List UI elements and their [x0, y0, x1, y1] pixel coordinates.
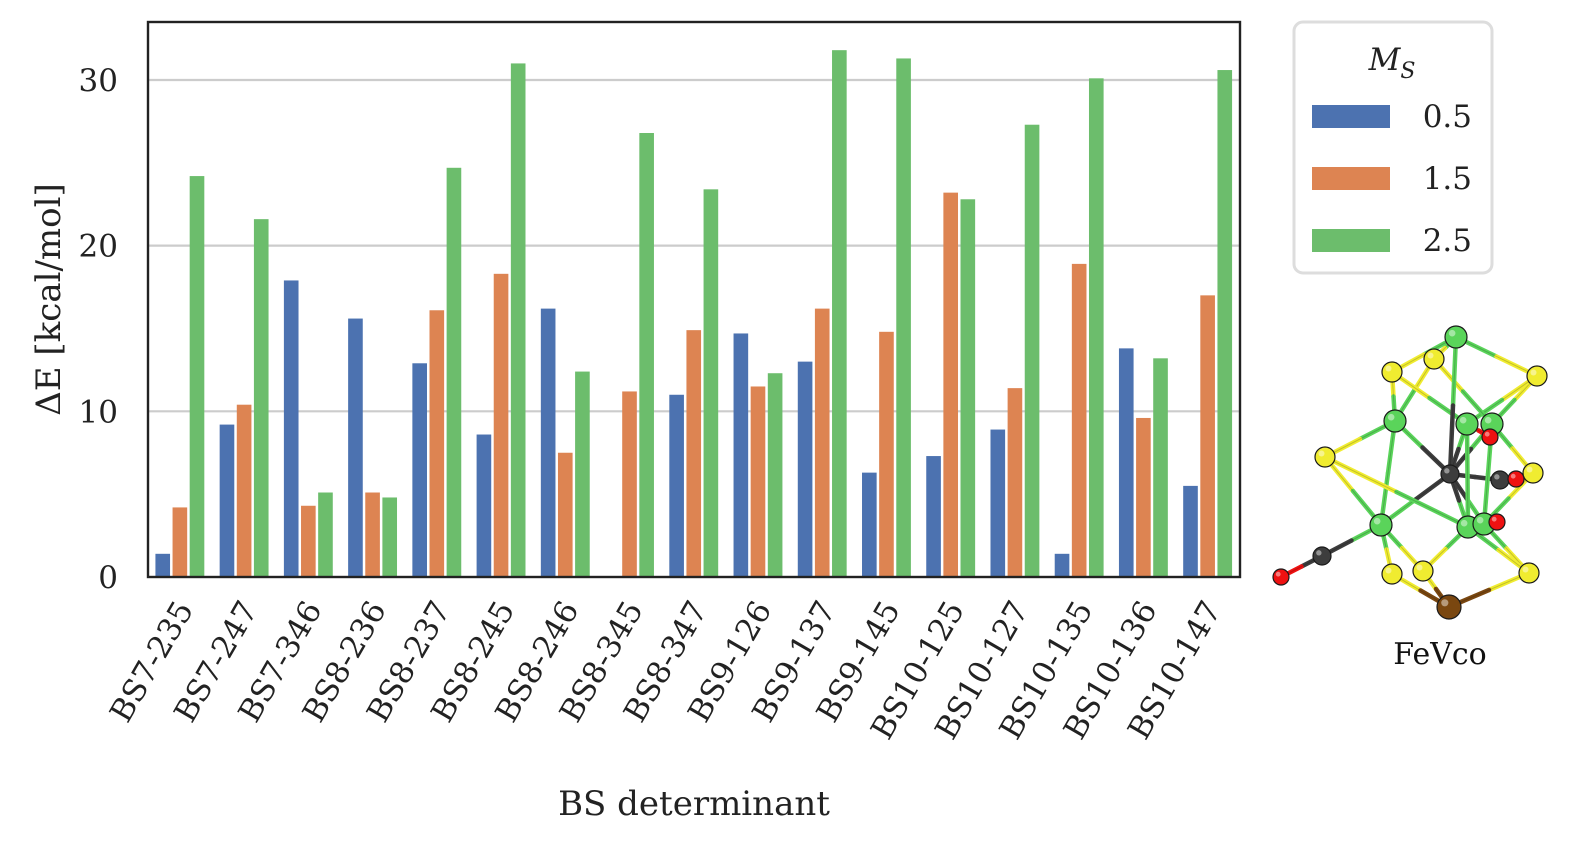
legend-label: 1.5 [1423, 161, 1472, 197]
molecule-atoms [1272, 325, 1548, 620]
bar-bs10-136-ms-2_5 [1153, 358, 1168, 577]
legend-label: 2.5 [1423, 223, 1472, 259]
y-axis-label: ΔE [kcal/mol] [29, 183, 69, 416]
sulfur-atom [1381, 361, 1403, 383]
bar-bs8-236-ms-2_5 [382, 497, 398, 577]
sulfur-atom [1423, 348, 1445, 370]
carbon-atom [1312, 546, 1332, 566]
bar-bs7-247-ms-0_5 [219, 424, 235, 577]
legend-swatch-2_5 [1312, 229, 1390, 252]
legend-box [1292, 20, 1494, 275]
legend-label: 0.5 [1423, 99, 1472, 135]
bar-bs7-346-ms-0_5 [283, 280, 299, 577]
bar-bs9-126-ms-2_5 [767, 373, 783, 577]
bar-bs10-125-ms-1_5 [943, 192, 959, 577]
legend-title: MS [1368, 42, 1416, 84]
bar-bs8-246-ms-2_5 [575, 371, 590, 577]
bar-bs8-347-ms-1_5 [686, 330, 702, 577]
y-tick-label: 30 [79, 63, 118, 99]
bars [155, 50, 1233, 578]
bar-bs10-136-ms-0_5 [1118, 348, 1134, 577]
bar-bs8-237-ms-0_5 [412, 363, 427, 577]
bar-bs9-126-ms-1_5 [750, 386, 766, 577]
iron-atom [1444, 325, 1468, 349]
bar-bs10-135-ms-2_5 [1088, 78, 1104, 577]
bar-bs10-135-ms-0_5 [1054, 553, 1070, 577]
sulfur-atom [1412, 560, 1434, 582]
bar-bs9-126-ms-0_5 [733, 333, 749, 577]
bar-bs9-137-ms-1_5 [814, 308, 830, 577]
molecule-caption: FeVco [1393, 637, 1486, 672]
bar-bs7-235-ms-2_5 [189, 176, 205, 577]
sulfur-atom [1522, 462, 1544, 484]
bar-bs8-347-ms-0_5 [669, 394, 684, 577]
bar-bs8-345-ms-1_5 [622, 391, 637, 577]
y-tick-label: 20 [79, 229, 118, 265]
bar-bs9-137-ms-2_5 [832, 50, 847, 577]
bar-bs8-237-ms-1_5 [429, 310, 445, 577]
bar-bs10-147-ms-1_5 [1200, 295, 1215, 577]
legend-swatch-1_5 [1312, 167, 1390, 190]
bar-bs10-127-ms-0_5 [990, 429, 1006, 577]
bar-bs8-236-ms-0_5 [348, 318, 363, 577]
bar-bs8-236-ms-1_5 [365, 492, 380, 577]
vanadium-atom [1436, 594, 1462, 620]
bar-bs10-125-ms-0_5 [926, 456, 941, 577]
iron-atom [1383, 409, 1407, 433]
bar-bs9-145-ms-1_5 [879, 331, 894, 577]
bar-bs8-347-ms-2_5 [703, 189, 719, 577]
legend-swatch-0_5 [1312, 105, 1390, 128]
y-tick-label: 0 [98, 560, 118, 596]
sulfur-atom [1518, 562, 1540, 584]
bar-bs7-235-ms-0_5 [155, 553, 171, 577]
x-axis-label: BS determinant [558, 784, 830, 824]
bar-bs8-246-ms-1_5 [557, 452, 573, 577]
bar-bs8-245-ms-1_5 [493, 273, 509, 577]
y-tick-label: 10 [79, 394, 118, 430]
bar-bs10-136-ms-1_5 [1136, 417, 1151, 577]
plot-frame [146, 20, 1242, 579]
bar-bs10-127-ms-2_5 [1024, 124, 1040, 577]
oxygen-atom [1481, 428, 1499, 446]
bar-bs8-245-ms-0_5 [476, 434, 492, 577]
bar-bs7-247-ms-2_5 [253, 219, 269, 578]
iron-atom [1369, 513, 1393, 537]
bar-bs7-235-ms-1_5 [172, 507, 188, 577]
bar-bs10-125-ms-2_5 [960, 199, 976, 577]
legend: MS0.5 1.5 2.5 [1292, 20, 1494, 275]
bar-bs8-246-ms-0_5 [540, 308, 556, 577]
bar-bs9-145-ms-2_5 [896, 58, 911, 578]
fevco-molecule-illustration: FeVco [1272, 325, 1548, 672]
sulfur-atom [1526, 365, 1548, 387]
bar-bs8-237-ms-2_5 [446, 167, 462, 577]
bar-bs8-345-ms-2_5 [639, 133, 654, 577]
oxygen-atom [1507, 470, 1525, 488]
sulfur-atom [1314, 446, 1336, 468]
carbon-atom [1440, 464, 1460, 484]
bar-bs7-247-ms-1_5 [236, 404, 252, 577]
bar-bs9-145-ms-0_5 [862, 472, 877, 577]
bar-bs8-245-ms-2_5 [510, 63, 526, 578]
bar-bs7-346-ms-1_5 [301, 505, 316, 577]
oxygen-atom [1488, 513, 1506, 531]
bar-chart: 0102030BS7-235BS7-247BS7-346BS8-236BS8-2… [29, 20, 1242, 824]
oxygen-atom [1272, 568, 1290, 586]
carbon-atom [1490, 470, 1510, 490]
bar-bs7-346-ms-2_5 [318, 492, 333, 577]
bar-bs9-137-ms-0_5 [797, 361, 813, 577]
bar-bs10-135-ms-1_5 [1071, 263, 1087, 577]
sulfur-atom [1381, 563, 1403, 585]
bar-bs10-147-ms-2_5 [1217, 70, 1233, 578]
iron-atom [1455, 412, 1479, 436]
bar-bs10-147-ms-0_5 [1183, 485, 1198, 577]
bar-bs10-127-ms-1_5 [1007, 388, 1023, 577]
